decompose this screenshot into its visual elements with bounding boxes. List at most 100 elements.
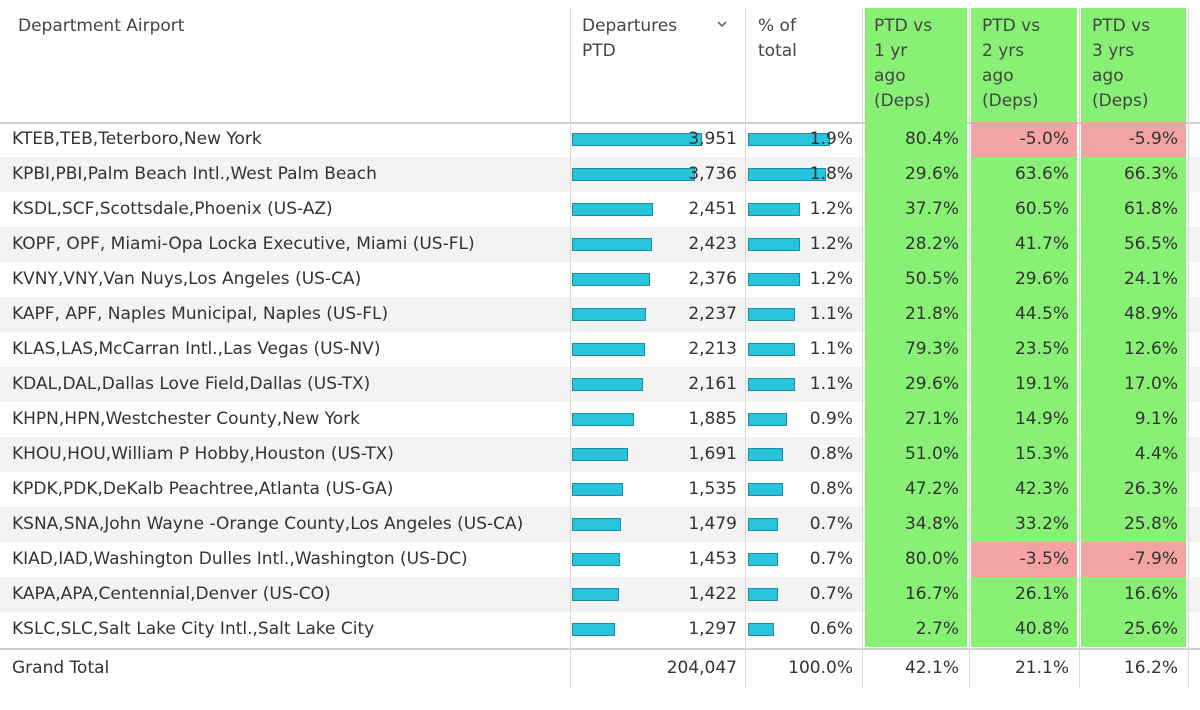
vs3-value: 9.1% — [1134, 409, 1178, 429]
header-pct-total[interactable]: % of total — [758, 16, 797, 61]
vs3-value: 4.4% — [1134, 444, 1178, 464]
vs3-value: 66.3% — [1123, 164, 1178, 184]
vs2-cell: 26.1% — [971, 577, 1077, 612]
vs2-value: 42.3% — [1014, 479, 1069, 499]
vs3-cell: 9.1% — [1081, 402, 1186, 437]
header-vs1[interactable]: PTD vs 1 yr ago (Deps) — [874, 16, 933, 111]
table-row[interactable]: KDAL,DAL,Dallas Love Field,Dallas (US-TX… — [0, 367, 1200, 402]
airport-name: KAPA,APA,Centennial,Denver (US-CO) — [12, 584, 331, 604]
table-row[interactable]: KOPF, OPF, Miami-Opa Locka Executive, Mi… — [0, 227, 1200, 262]
vs3-cell: -5.9% — [1081, 122, 1186, 157]
vs1-value: 29.6% — [904, 164, 959, 184]
header-departures[interactable]: Departures PTD — [582, 16, 678, 61]
vs3-cell: 48.9% — [1081, 297, 1186, 332]
airport-name: KVNY,VNY,Van Nuys,Los Angeles (US-CA) — [12, 269, 362, 289]
pct-total-bar — [748, 378, 795, 391]
airport-name: KPDK,PDK,DeKalb Peachtree,Atlanta (US-GA… — [12, 479, 394, 499]
table-row[interactable]: KSNA,SNA,John Wayne -Orange County,Los A… — [0, 507, 1200, 542]
departures-value: 1,479 — [688, 514, 737, 534]
vs2-cell: 29.6% — [971, 262, 1077, 297]
vs3-cell: 25.8% — [1081, 507, 1186, 542]
vs2-cell: 40.8% — [971, 612, 1077, 647]
table-row[interactable]: KAPA,APA,Centennial,Denver (US-CO) 1,422 0… — [0, 577, 1200, 612]
departures-value: 3,736 — [688, 164, 737, 184]
vs2-cell: 44.5% — [971, 297, 1077, 332]
pct-total-bar — [748, 273, 800, 286]
airport-name: KIAD,IAD,Washington Dulles Intl.,Washing… — [12, 549, 468, 569]
column-divider — [745, 8, 746, 688]
vs1-cell: 80.4% — [865, 122, 967, 157]
table-row[interactable]: KHPN,HPN,Westchester County,New York 1,88… — [0, 402, 1200, 437]
vs2-value: 63.6% — [1014, 164, 1069, 184]
pct-total-value: 0.7% — [809, 584, 853, 604]
vs3-value: -7.9% — [1128, 549, 1178, 569]
vs1-cell: 80.0% — [865, 542, 967, 577]
vs3-value: 17.0% — [1123, 374, 1178, 394]
departures-bar — [572, 483, 623, 496]
table-row[interactable]: KPBI,PBI,Palm Beach Intl.,West Palm Beac… — [0, 157, 1200, 192]
pct-total-bar — [748, 343, 795, 356]
vs3-value: 16.6% — [1123, 584, 1178, 604]
header-row: Department Airport Departures PTD % of t… — [0, 0, 1200, 124]
pct-total-value: 0.8% — [809, 444, 853, 464]
pct-total-value: 0.9% — [809, 409, 853, 429]
pct-total-value: 0.8% — [809, 479, 853, 499]
airport-name: KAPF, APF, Naples Municipal, Naples (US-… — [12, 304, 389, 324]
vs2-cell: 41.7% — [971, 227, 1077, 262]
vs3-cell: 17.0% — [1081, 367, 1186, 402]
table-row[interactable]: KLAS,LAS,McCarran Intl.,Las Vegas (US-NV… — [0, 332, 1200, 367]
departures-value: 3,951 — [688, 129, 737, 149]
pct-total-bar — [748, 623, 774, 636]
header-vs3[interactable]: PTD vs 3 yrs ago (Deps) — [1092, 16, 1151, 111]
vs2-value: 23.5% — [1014, 339, 1069, 359]
table-row[interactable]: KAPF, APF, Naples Municipal, Naples (US-… — [0, 297, 1200, 332]
departures-bar — [572, 343, 645, 356]
vs2-cell: 63.6% — [971, 157, 1077, 192]
header-vs2[interactable]: PTD vs 2 yrs ago (Deps) — [982, 16, 1041, 111]
pct-total-bar — [748, 308, 795, 321]
departures-value: 2,451 — [688, 199, 737, 219]
grand-total-vs2: 21.1% — [1014, 658, 1069, 678]
vs1-cell: 29.6% — [865, 157, 967, 192]
vs3-cell: 24.1% — [1081, 262, 1186, 297]
table-row[interactable]: KSLC,SLC,Salt Lake City Intl.,Salt Lake … — [0, 612, 1200, 647]
departures-bar — [572, 378, 643, 391]
vs1-value: 27.1% — [904, 409, 959, 429]
vs3-cell: -7.9% — [1081, 542, 1186, 577]
pct-total-value: 1.2% — [809, 234, 853, 254]
table-row[interactable]: KIAD,IAD,Washington Dulles Intl.,Washing… — [0, 542, 1200, 577]
vs1-cell: 34.8% — [865, 507, 967, 542]
vs3-cell: 61.8% — [1081, 192, 1186, 227]
pct-total-value: 1.1% — [809, 339, 853, 359]
pct-total-bar — [748, 588, 778, 601]
column-divider — [1188, 8, 1189, 688]
vs3-value: 25.6% — [1123, 619, 1178, 639]
vs1-value: 29.6% — [904, 374, 959, 394]
header-airport[interactable]: Department Airport — [18, 16, 185, 36]
vs2-cell: -3.5% — [971, 542, 1077, 577]
vs1-cell: 28.2% — [865, 227, 967, 262]
departures-bar — [572, 273, 650, 286]
airport-name: KSLC,SLC,Salt Lake City Intl.,Salt Lake … — [12, 619, 375, 639]
vs1-cell: 37.7% — [865, 192, 967, 227]
pct-total-bar — [748, 448, 783, 461]
grand-total-vs1: 42.1% — [904, 658, 959, 678]
table-row[interactable]: KSDL,SCF,Scottsdale,Phoenix (US-AZ) 2,451… — [0, 192, 1200, 227]
table-row[interactable]: KHOU,HOU,William P Hobby,Houston (US-TX)… — [0, 437, 1200, 472]
pct-total-bar — [748, 238, 800, 251]
table-row[interactable]: KPDK,PDK,DeKalb Peachtree,Atlanta (US-GA… — [0, 472, 1200, 507]
departures-bar — [572, 308, 646, 321]
pct-total-bar — [748, 553, 778, 566]
vs2-cell: 33.2% — [971, 507, 1077, 542]
vs2-header-highlight — [971, 8, 1077, 122]
vs2-cell: 15.3% — [971, 437, 1077, 472]
vs1-value: 21.8% — [904, 304, 959, 324]
airport-name: KSNA,SNA,John Wayne -Orange County,Los A… — [12, 514, 524, 534]
airport-name: KOPF, OPF, Miami-Opa Locka Executive, Mi… — [12, 234, 475, 254]
table-row[interactable]: KTEB,TEB,Teterboro,New York 3,951 1.9% 80.4… — [0, 122, 1200, 157]
chevron-down-icon[interactable] — [716, 18, 728, 30]
pct-total-value: 1.2% — [809, 269, 853, 289]
vs1-cell: 27.1% — [865, 402, 967, 437]
departures-value: 2,237 — [688, 304, 737, 324]
table-row[interactable]: KVNY,VNY,Van Nuys,Los Angeles (US-CA) 2,3… — [0, 262, 1200, 297]
